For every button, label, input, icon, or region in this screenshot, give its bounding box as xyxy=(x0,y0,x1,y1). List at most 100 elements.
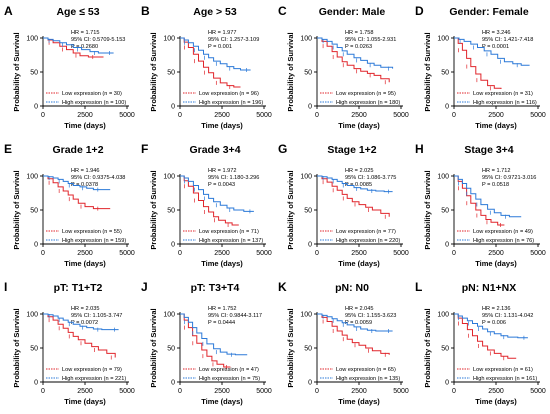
km-panel-f: F Grade 3+4 Probability of Survival Time (d… xyxy=(141,142,272,268)
legend-label: Low expression (n = 31) xyxy=(473,91,533,97)
low-expression-curve xyxy=(43,175,111,210)
stat-line: P = 0.006 xyxy=(482,320,506,326)
x-axis-label: Time (days) xyxy=(201,259,243,268)
x-tick-label: 5000 xyxy=(530,388,546,395)
km-panel-b: B Age > 53 Probability of Survival Time (da… xyxy=(141,4,272,130)
y-axis-label: Probability of Survival xyxy=(286,308,295,387)
panel-title: Gender: Male xyxy=(319,6,386,18)
x-axis-label: Time (days) xyxy=(338,259,380,268)
y-tick-label: 100 xyxy=(26,312,38,319)
stat-line: 95% CI: 1.180-3.296 xyxy=(208,175,259,181)
y-tick-label: 100 xyxy=(163,312,175,319)
stat-line: HR = 1.712 xyxy=(482,168,510,174)
stat-line: 95% CI: 1.421-7.418 xyxy=(482,37,533,43)
legend-label: High expression (n = 135) xyxy=(336,376,400,382)
stat-line: 95% CI: 1.131-4.042 xyxy=(482,313,533,319)
stat-line: 95% CI: 0.9844-3.117 xyxy=(208,313,262,319)
stat-line: P = 0.0059 xyxy=(345,320,372,326)
km-panel-h: H Stage 3+4 Probability of Survival Time (d… xyxy=(415,142,546,268)
x-tick-label: 2500 xyxy=(351,388,367,395)
km-panel-c: C Gender: Male Probability of Survival Time… xyxy=(278,4,409,130)
y-tick-label: 0 xyxy=(308,242,312,249)
low-expression-curve xyxy=(43,313,116,358)
low-expression-curve xyxy=(454,37,502,89)
y-tick-label: 50 xyxy=(304,208,312,215)
stat-line: HR = 1.972 xyxy=(208,168,236,174)
panel-title: Age ≤ 53 xyxy=(56,6,99,18)
y-tick-label: 100 xyxy=(437,36,449,43)
legend-label: Low expression (n = 30) xyxy=(62,91,122,97)
legend-label: High expression (n = 75) xyxy=(199,376,260,382)
y-tick-label: 100 xyxy=(26,174,38,181)
panel-title: Stage 3+4 xyxy=(464,144,513,156)
high-expression-curve xyxy=(454,313,528,339)
x-tick-label: 0 xyxy=(315,250,319,257)
x-tick-label: 0 xyxy=(315,112,319,119)
legend-label: Low expression (n = 95) xyxy=(336,91,396,97)
legend-label: Low expression (n = 71) xyxy=(199,229,259,235)
legend-label: Low expression (n = 55) xyxy=(62,229,122,235)
high-expression-curve xyxy=(317,175,393,193)
stat-line: P = 0.0444 xyxy=(208,320,235,326)
y-tick-label: 100 xyxy=(26,36,38,43)
y-tick-label: 100 xyxy=(300,36,312,43)
y-tick-label: 50 xyxy=(167,208,175,215)
stat-line: 95% CI: 1.105-3.747 xyxy=(71,313,122,319)
panel-letter: K xyxy=(278,280,287,294)
low-expression-curve xyxy=(180,175,239,226)
x-tick-label: 0 xyxy=(41,112,45,119)
y-axis-label: Probability of Survival xyxy=(12,32,21,111)
y-tick-label: 0 xyxy=(171,380,175,387)
x-tick-label: 0 xyxy=(178,112,182,119)
x-axis-label: Time (days) xyxy=(201,397,243,406)
y-axis-label: Probability of Survival xyxy=(423,32,432,111)
km-panel-a: A Age ≤ 53 Probability of Survival Time (da… xyxy=(4,4,135,130)
y-tick-label: 50 xyxy=(441,208,449,215)
legend-label: High expression (n = 76) xyxy=(473,238,534,244)
x-tick-label: 2500 xyxy=(488,250,504,257)
stat-line: HR = 1.946 xyxy=(71,168,99,174)
legend-label: High expression (n = 220) xyxy=(336,238,400,244)
panel-title: pN: N0 xyxy=(335,282,369,294)
x-tick-label: 5000 xyxy=(256,112,272,119)
panel-letter: J xyxy=(141,280,148,294)
stat-line: P = 0.0518 xyxy=(482,182,509,188)
y-tick-label: 50 xyxy=(30,70,38,77)
legend-label: High expression (n = 137) xyxy=(199,238,263,244)
high-expression-curve xyxy=(180,175,254,212)
x-tick-label: 2500 xyxy=(488,388,504,395)
x-tick-label: 5000 xyxy=(530,112,546,119)
panel-letter: F xyxy=(141,142,148,156)
x-tick-label: 0 xyxy=(452,388,456,395)
panel-title: Grade 1+2 xyxy=(52,144,103,156)
x-axis-label: Time (days) xyxy=(64,259,106,268)
stat-line: HR = 1.752 xyxy=(208,306,236,312)
panel-letter: E xyxy=(4,142,12,156)
panel-title: Age > 53 xyxy=(193,6,237,18)
x-tick-label: 5000 xyxy=(393,112,409,119)
x-axis-label: Time (days) xyxy=(64,121,106,130)
y-tick-label: 50 xyxy=(167,346,175,353)
stat-line: P = 0.0263 xyxy=(345,44,372,50)
legend-label: High expression (n = 221) xyxy=(62,376,126,382)
y-axis-label: Probability of Survival xyxy=(12,170,21,249)
low-expression-curve xyxy=(43,37,104,58)
panel-letter: A xyxy=(4,4,13,18)
y-tick-label: 0 xyxy=(34,380,38,387)
y-axis-label: Probability of Survival xyxy=(149,32,158,111)
x-tick-label: 5000 xyxy=(256,250,272,257)
high-expression-curve xyxy=(317,313,393,332)
legend-label: Low expression (n = 47) xyxy=(199,367,259,373)
x-axis-label: Time (days) xyxy=(475,121,517,130)
stat-line: P = 0.0378 xyxy=(71,182,98,188)
x-tick-label: 0 xyxy=(452,250,456,257)
x-tick-label: 2500 xyxy=(351,112,367,119)
x-tick-label: 2500 xyxy=(351,250,367,257)
y-axis-label: Probability of Survival xyxy=(286,32,295,111)
high-expression-curve xyxy=(454,175,522,218)
high-expression-curve xyxy=(43,37,114,54)
legend-label: Low expression (n = 79) xyxy=(62,367,122,373)
stat-line: P = 0.2680 xyxy=(71,44,98,50)
km-panel-d: D Gender: Female Probability of Survival Ti… xyxy=(415,4,546,130)
